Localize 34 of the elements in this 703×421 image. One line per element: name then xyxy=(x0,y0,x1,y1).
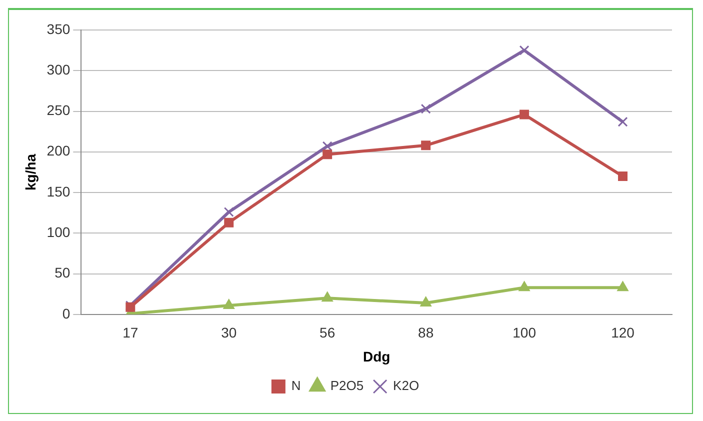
legend-label: N xyxy=(291,378,301,394)
point xyxy=(519,45,530,56)
y-tick-label: 50 xyxy=(54,264,70,281)
x-tick-label: 100 xyxy=(512,324,536,341)
point xyxy=(322,292,334,302)
y-tick-label: 300 xyxy=(46,61,70,78)
y-axis-title: kg/ha xyxy=(22,154,38,190)
y-tick-label: 0 xyxy=(62,305,70,322)
y-tick-label: 100 xyxy=(46,224,70,240)
point xyxy=(224,207,234,218)
point xyxy=(224,218,234,228)
point xyxy=(420,296,432,307)
legend-label: P2O5 xyxy=(330,378,364,394)
y-tick-label: 250 xyxy=(46,102,70,118)
point xyxy=(617,281,628,292)
point xyxy=(322,141,332,152)
point xyxy=(618,172,628,182)
point xyxy=(322,150,332,160)
point xyxy=(421,140,431,150)
point xyxy=(520,110,530,120)
x-axis-title: Ddg xyxy=(362,348,390,364)
point xyxy=(223,298,235,309)
y-tick-label: 200 xyxy=(46,142,70,159)
x-tick-label: 17 xyxy=(122,324,138,341)
point xyxy=(518,281,530,292)
legend-label: K2O xyxy=(393,378,420,394)
point xyxy=(618,116,628,127)
y-tick-label: 350 xyxy=(46,20,70,37)
y-tick-label: 150 xyxy=(46,183,70,200)
x-tick-label: 56 xyxy=(320,324,336,341)
point xyxy=(420,104,431,114)
x-tick-label: 120 xyxy=(611,324,635,341)
x-tick-label: 88 xyxy=(418,324,434,341)
x-tick-label: 30 xyxy=(221,324,237,341)
